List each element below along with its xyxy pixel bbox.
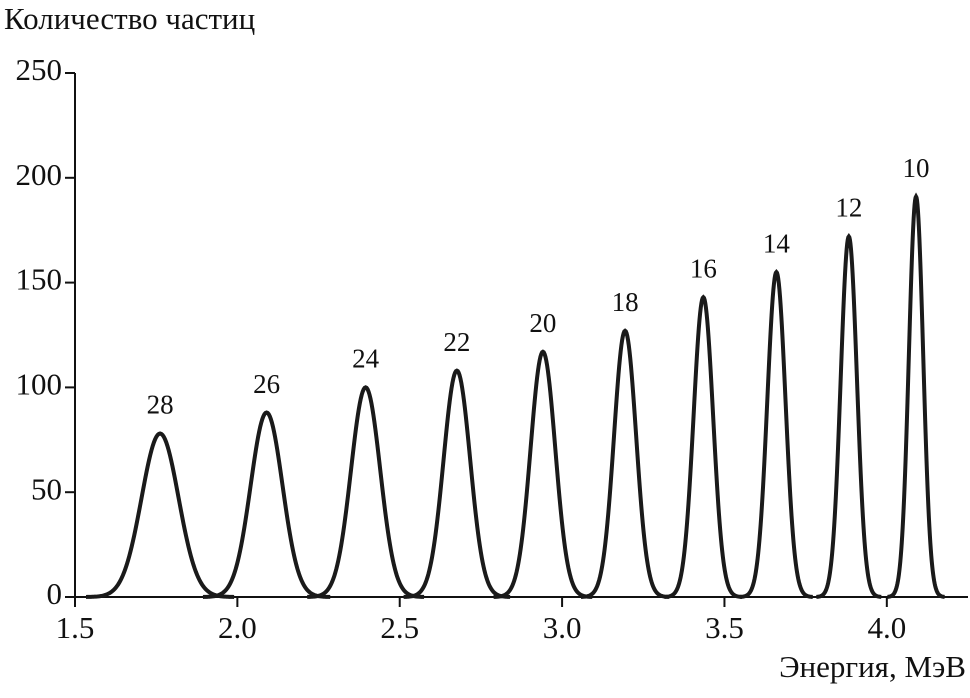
peak bbox=[816, 232, 882, 599]
y-axis-label: Количество частиц bbox=[4, 1, 255, 36]
peak-label: 20 bbox=[529, 308, 556, 338]
x-axis-label: Энергия, МэВ bbox=[779, 649, 966, 684]
y-tick-label: 150 bbox=[16, 262, 63, 297]
peak bbox=[493, 349, 593, 599]
x-tick-label: 4.0 bbox=[867, 610, 906, 645]
peak bbox=[580, 328, 670, 599]
y-tick-label: 200 bbox=[16, 157, 63, 192]
peak bbox=[664, 294, 743, 599]
peak bbox=[307, 385, 425, 599]
peak bbox=[86, 431, 235, 599]
peak-label: 22 bbox=[443, 327, 470, 357]
x-tick-label: 2.0 bbox=[218, 610, 257, 645]
x-tick-label: 2.5 bbox=[380, 610, 419, 645]
peak-label: 10 bbox=[903, 153, 930, 183]
peak-label: 26 bbox=[253, 369, 280, 399]
peak bbox=[887, 192, 945, 599]
peak-label: 24 bbox=[352, 344, 380, 374]
x-tick-label: 1.5 bbox=[56, 610, 95, 645]
peak bbox=[202, 410, 331, 599]
peak-label: 18 bbox=[612, 287, 639, 317]
y-tick-label: 100 bbox=[16, 367, 63, 402]
y-tick-label: 0 bbox=[47, 576, 63, 611]
y-tick-label: 50 bbox=[31, 471, 62, 506]
peak-label: 28 bbox=[147, 390, 174, 420]
peak bbox=[403, 368, 511, 599]
x-tick-label: 3.5 bbox=[705, 610, 744, 645]
y-tick-label: 250 bbox=[16, 52, 63, 87]
peak-label: 14 bbox=[763, 228, 791, 258]
x-tick-label: 3.0 bbox=[543, 610, 582, 645]
peak-label: 16 bbox=[690, 253, 717, 283]
peak-label: 12 bbox=[835, 193, 862, 223]
peak bbox=[739, 269, 813, 599]
